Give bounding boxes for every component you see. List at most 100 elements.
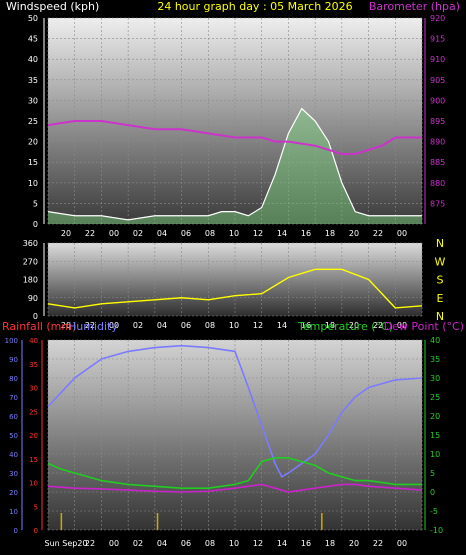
- wind-direction-series: [47, 268, 423, 309]
- humidity-axis: 0 10 20 30 40 50 60 70 80 90 100: [5, 337, 23, 535]
- x-tick-label: 14: [277, 539, 287, 548]
- x-tick-label: 00: [109, 539, 119, 548]
- x-tick-label: 00: [397, 229, 407, 238]
- windspeed-line: [47, 107, 422, 221]
- rainfall-tick-label: 35: [29, 361, 38, 369]
- humidity-tick-label: 80: [9, 375, 18, 383]
- rainfall-tick-label: 15: [29, 456, 38, 464]
- windspeed-tick-label: 20: [28, 138, 38, 147]
- temperature-line: [47, 456, 422, 490]
- barometer-tick-label: 920: [430, 14, 445, 23]
- x-tick-label: 22: [373, 539, 383, 548]
- rainfall-tick-label: 30: [29, 385, 38, 393]
- barometer-tick-label: 885: [430, 158, 445, 167]
- rainfall-tick-label: 5: [34, 503, 38, 511]
- x-tick-label: 20: [61, 321, 71, 330]
- windspeed-tick-label: 25: [28, 117, 38, 126]
- x-tick-label: 10: [229, 539, 239, 548]
- humidity-tick-label: 30: [9, 470, 18, 478]
- rainfall-tick-label: 10: [29, 480, 38, 488]
- x-tick-label: 00: [109, 321, 119, 330]
- rainfall-legend: Rainfall (mm): [2, 320, 76, 333]
- compass-label: N: [436, 310, 444, 323]
- temperature-humidity-plot-area: [48, 340, 422, 530]
- direction-tick-label: 90: [28, 294, 38, 303]
- x-tick-label: 16: [301, 229, 311, 238]
- temperature-tick-label: 25: [430, 393, 440, 402]
- temperature-tick-label: 10: [430, 450, 440, 459]
- x-tick-label: 08: [205, 321, 215, 330]
- x-tick-label: 18: [325, 229, 335, 238]
- temperature-legend: Temperature (°C): [297, 320, 393, 333]
- windspeed-tick-label: 35: [28, 76, 38, 85]
- barometer-line: [47, 120, 422, 155]
- barometer-tick-label: 900: [430, 96, 445, 105]
- temperature-tick-label: 0: [430, 488, 435, 497]
- windspeed-tick-label: 0: [33, 220, 38, 229]
- humidity-tick-label: 10: [9, 508, 18, 516]
- barometer-tick-label: 890: [430, 138, 445, 147]
- rainfall-tick-label: 25: [29, 408, 38, 416]
- windspeed-tick-label: 40: [28, 55, 38, 64]
- direction-time-axis: 20 22 00 02 04 06 08 10 12 14 16 18 20 22 00: [61, 321, 407, 330]
- wind-pressure-panel: 0 5 10 15 20 25 30 35 40 45 50 875 880 885 890 895 900 9…: [28, 14, 445, 238]
- barometer-axis-title: Barometer (hpa): [369, 0, 460, 13]
- x-tick-label: 00: [397, 321, 407, 330]
- x-tick-label: 06: [181, 321, 191, 330]
- x-tick-label: 22: [85, 321, 95, 330]
- windspeed-axis: 0 5 10 15 20 25 30 35 40 45 50: [28, 14, 45, 229]
- compass-label: S: [437, 274, 444, 287]
- dewpoint-line: [47, 483, 423, 493]
- x-tick-label: 12: [253, 539, 263, 548]
- x-tick-label: 20: [61, 229, 71, 238]
- humidity-tick-label: 90: [9, 356, 18, 364]
- compass-label: W: [435, 255, 446, 268]
- temperature-tick-label: 30: [430, 374, 440, 383]
- x-tick-label: 04: [157, 321, 167, 330]
- temperature-tick-label: -10: [430, 526, 443, 535]
- humidity-tick-label: 60: [9, 413, 18, 421]
- compass-label: E: [437, 292, 444, 305]
- windspeed-area: [48, 108, 422, 224]
- x-tick-label: 02: [133, 539, 143, 548]
- wind-direction-line: [47, 268, 423, 309]
- humidity-tick-label: 0: [14, 527, 18, 535]
- direction-tick-label: 360: [23, 239, 38, 248]
- x-tick-label: 18: [325, 321, 335, 330]
- x-tick-label: 08: [205, 539, 215, 548]
- x-tick-label: 10: [229, 321, 239, 330]
- compass-label: N: [436, 237, 444, 250]
- humidity-tick-label: 50: [9, 432, 18, 440]
- windspeed-axis-title: Windspeed (kph): [6, 0, 99, 13]
- direction-tick-label: 0: [33, 312, 38, 321]
- x-tick-label: 00: [397, 539, 407, 548]
- x-tick-label: 12: [253, 321, 263, 330]
- temperature-tick-label: 15: [430, 431, 440, 440]
- temperature-tick-label: 35: [430, 355, 440, 364]
- rainfall-tick-label: 40: [29, 337, 38, 345]
- windspeed-tick-label: 45: [28, 35, 38, 44]
- x-tick-label: 16: [301, 321, 311, 330]
- x-tick-label: 20: [349, 321, 359, 330]
- wind-pressure-plot-area: [48, 18, 422, 224]
- graph-title: 24 hour graph day : 05 March 2026: [157, 0, 352, 13]
- temperature-tick-label: 20: [430, 412, 440, 421]
- humidity-tick-label: 20: [9, 489, 18, 497]
- humidity-line: [47, 344, 423, 478]
- x-tick-label: 14: [277, 229, 287, 238]
- x-tick-label: 12: [253, 229, 263, 238]
- windspeed-tick-label: 5: [33, 199, 38, 208]
- humidity-tick-label: 40: [9, 451, 18, 459]
- barometer-tick-label: 915: [430, 35, 445, 44]
- temperature-tick-label: 5: [430, 469, 435, 478]
- x-tick-label: 04: [157, 229, 167, 238]
- direction-tick-label: 270: [23, 257, 38, 266]
- humidity-tick-label: 100: [5, 337, 18, 345]
- x-tick-label: 06: [181, 539, 191, 548]
- x-tick-label: 22: [373, 229, 383, 238]
- x-tick-label: 08: [205, 229, 215, 238]
- windspeed-tick-label: 15: [28, 158, 38, 167]
- rainfall-tick-label: 20: [29, 432, 38, 440]
